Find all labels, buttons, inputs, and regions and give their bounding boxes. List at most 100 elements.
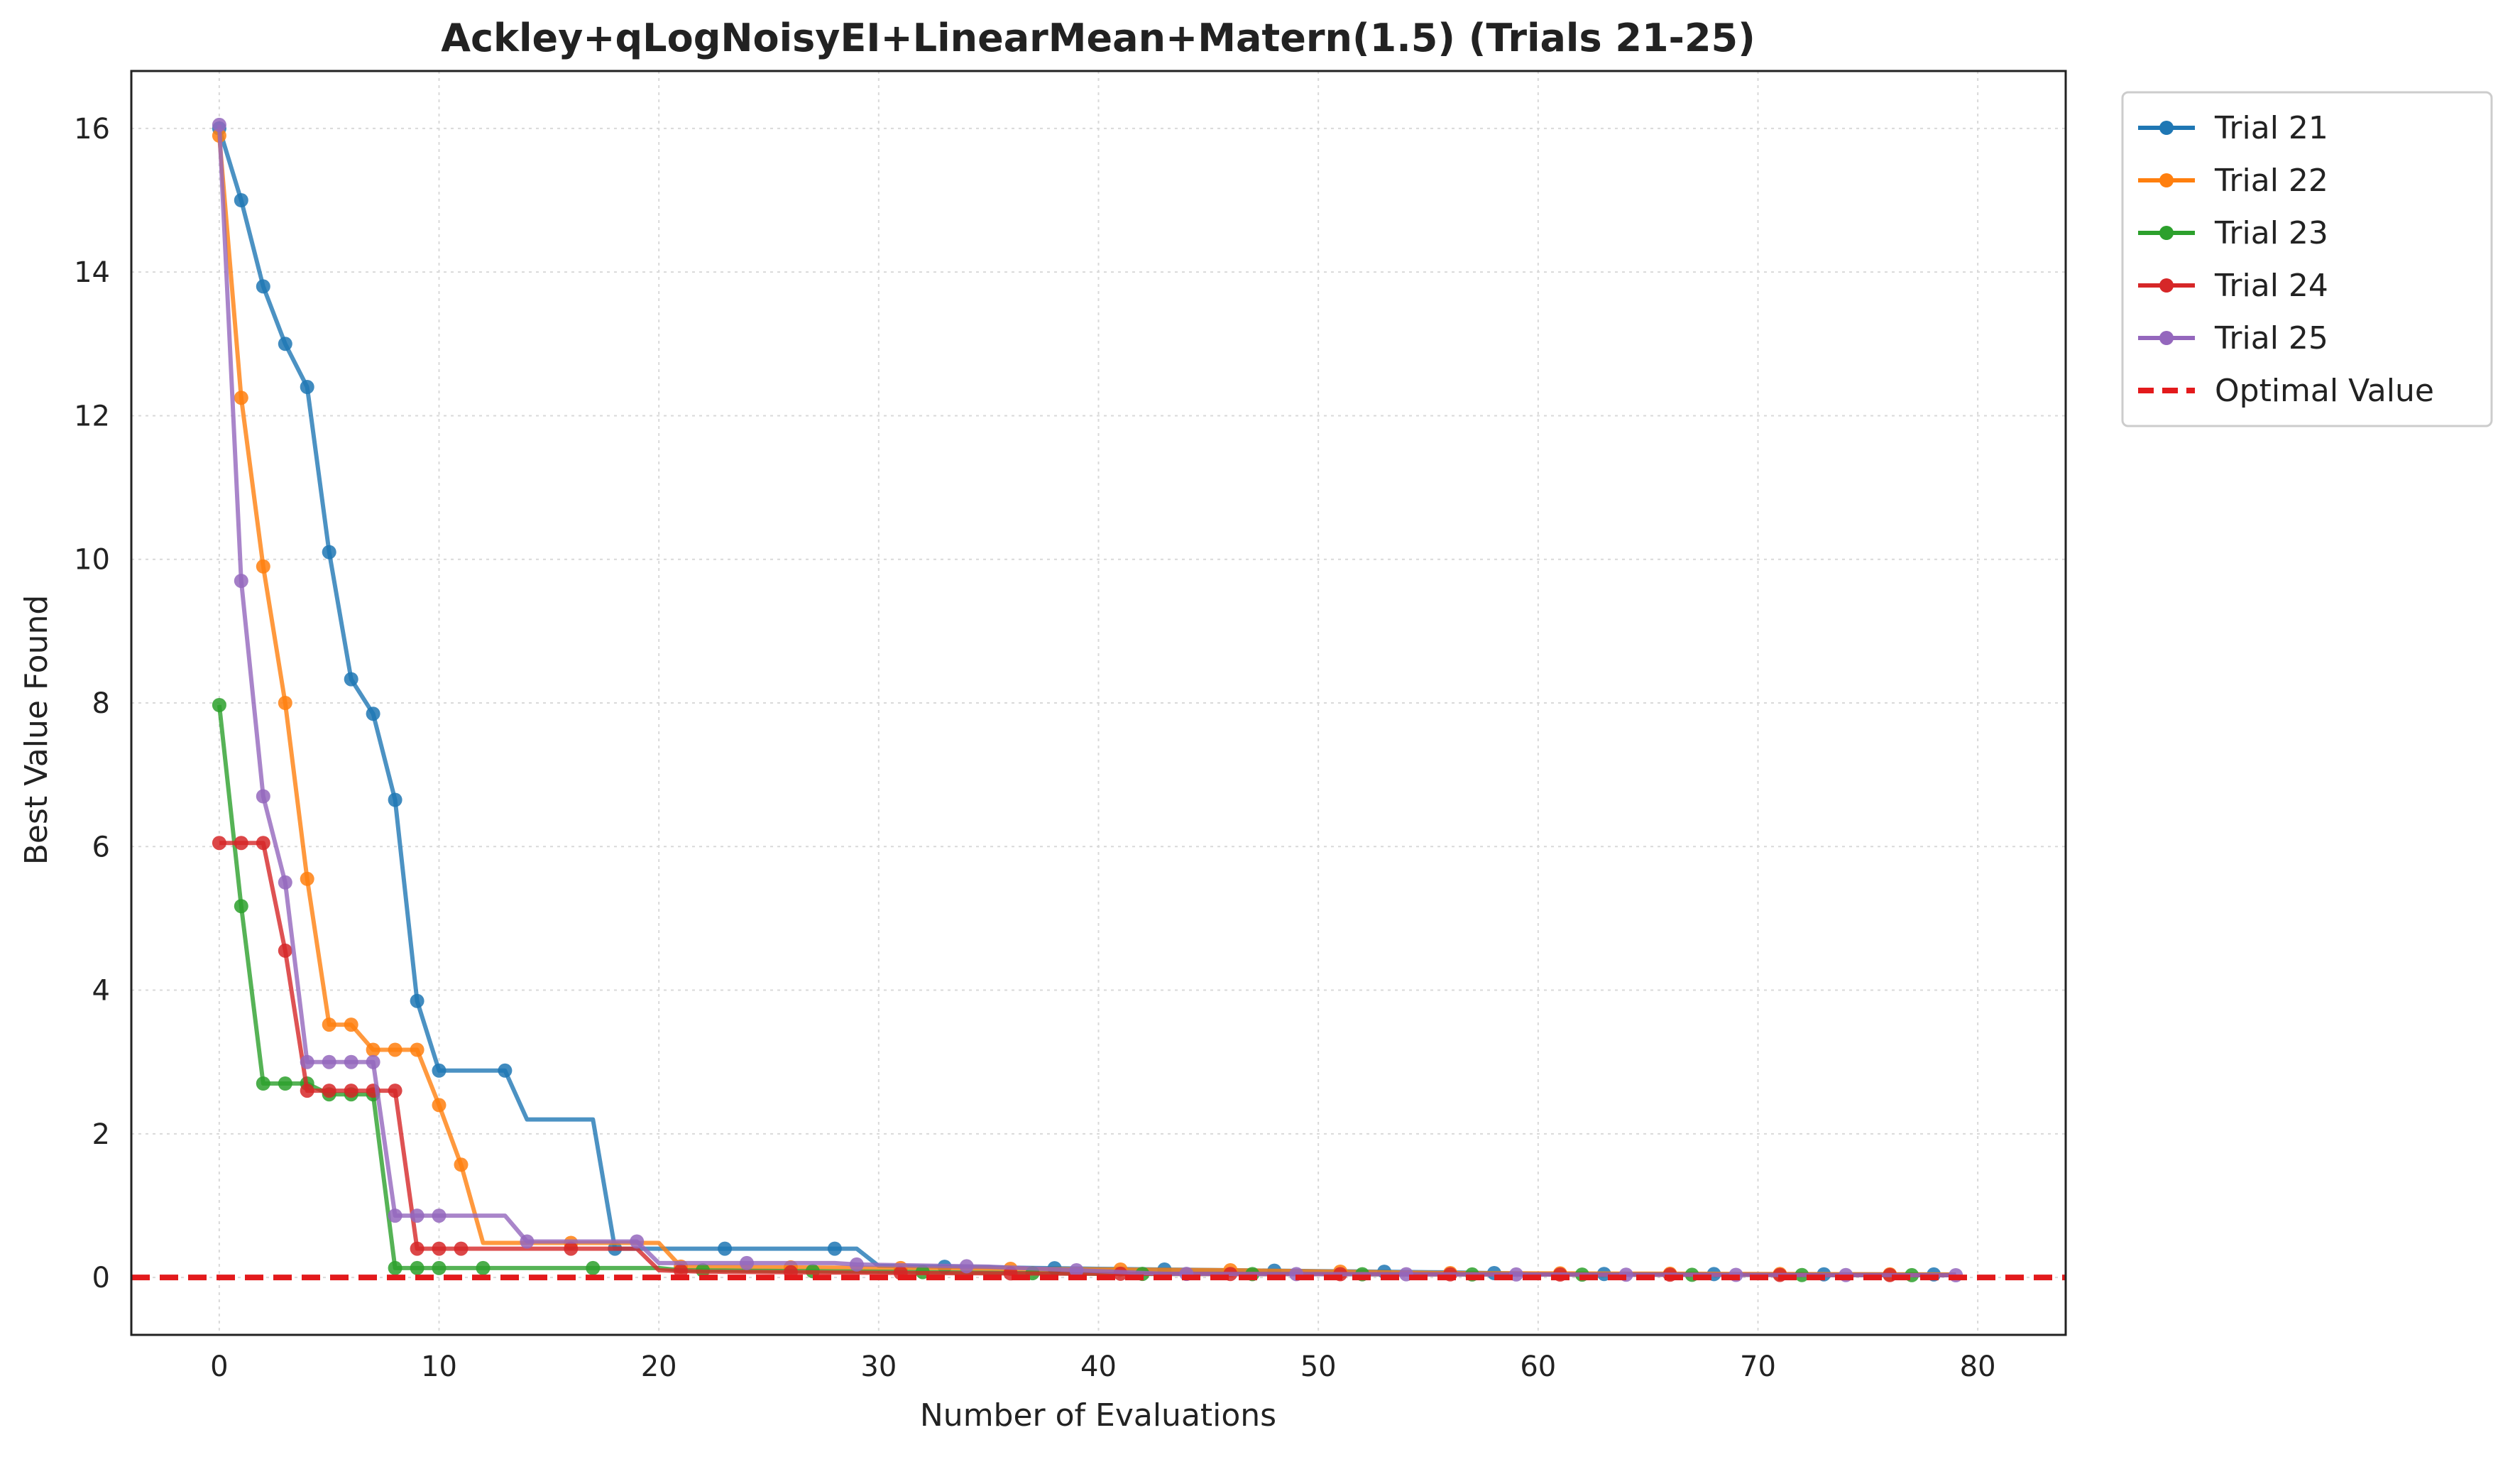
data-point xyxy=(674,1264,689,1278)
data-point xyxy=(718,1241,733,1256)
data-point xyxy=(827,1241,842,1256)
data-point xyxy=(322,545,336,560)
data-point xyxy=(300,380,314,394)
y-tick-label: 6 xyxy=(92,831,110,863)
data-point xyxy=(388,1042,402,1057)
data-point xyxy=(256,789,270,804)
data-point xyxy=(234,836,248,851)
data-point xyxy=(410,993,424,1008)
data-point xyxy=(454,1241,469,1256)
data-point xyxy=(278,1076,292,1091)
data-point xyxy=(344,1017,358,1032)
legend-marker xyxy=(2159,173,2174,187)
legend-label: Trial 21 xyxy=(2214,110,2328,146)
data-point xyxy=(278,943,292,958)
data-point xyxy=(849,1257,864,1272)
x-tick-label: 30 xyxy=(860,1350,897,1383)
x-tick-label: 10 xyxy=(421,1350,457,1383)
data-point xyxy=(410,1241,424,1256)
data-point xyxy=(432,1260,447,1275)
data-point xyxy=(476,1260,491,1275)
data-point xyxy=(366,1054,380,1069)
data-point xyxy=(234,391,248,405)
y-tick-label: 0 xyxy=(92,1262,110,1294)
data-point xyxy=(432,1241,447,1256)
legend-label: Trial 24 xyxy=(2214,268,2328,304)
grid-lines xyxy=(131,71,2066,1335)
data-point xyxy=(432,1063,447,1078)
data-point xyxy=(388,1208,402,1223)
data-point xyxy=(564,1241,579,1256)
data-point xyxy=(344,1054,358,1069)
legend-box xyxy=(2121,91,2493,427)
data-point xyxy=(498,1063,513,1078)
legend-label: Optimal Value xyxy=(2215,373,2434,409)
plot-frame xyxy=(130,70,2067,1336)
legend-item: Trial 22 xyxy=(2138,163,2328,199)
data-point xyxy=(278,337,292,351)
data-point xyxy=(300,871,314,886)
data-point xyxy=(256,279,270,294)
data-point xyxy=(410,1208,424,1223)
legend-item: Trial 23 xyxy=(2138,215,2328,251)
y-axis-label: Best Value Found xyxy=(18,595,55,866)
data-point xyxy=(256,836,270,851)
data-point xyxy=(300,1084,314,1098)
data-point xyxy=(520,1234,535,1249)
x-tick-label: 50 xyxy=(1300,1350,1337,1383)
data-point xyxy=(410,1260,424,1275)
data-point xyxy=(432,1098,447,1113)
legend-marker xyxy=(2159,226,2174,240)
x-tick-label: 80 xyxy=(1960,1350,1996,1383)
data-point xyxy=(586,1260,601,1275)
y-tick-label: 12 xyxy=(74,400,110,432)
x-axis-ticks: 0 10 20 30 40 50 60 70 80 xyxy=(210,1350,1995,1383)
legend-marker xyxy=(2159,121,2174,135)
legend-label: Trial 23 xyxy=(2214,215,2328,251)
x-tick-label: 70 xyxy=(1740,1350,1776,1383)
data-point xyxy=(344,672,358,687)
x-tick-label: 60 xyxy=(1520,1350,1556,1383)
y-axis-ticks: 0 2 4 6 8 10 12 14 16 xyxy=(74,113,110,1294)
data-point xyxy=(740,1255,754,1270)
legend-label: Trial 22 xyxy=(2214,163,2328,199)
data-point xyxy=(959,1259,974,1274)
data-point xyxy=(344,1084,358,1098)
data-point xyxy=(454,1157,469,1172)
x-tick-label: 40 xyxy=(1080,1350,1117,1383)
x-tick-label: 20 xyxy=(641,1350,677,1383)
legend-item: Trial 24 xyxy=(2138,268,2328,304)
data-point xyxy=(432,1208,447,1223)
x-tick-label: 0 xyxy=(210,1350,228,1383)
data-point xyxy=(388,792,402,807)
data-point xyxy=(366,1042,380,1057)
data-point xyxy=(322,1054,336,1069)
y-tick-label: 10 xyxy=(74,544,110,577)
data-point xyxy=(212,698,226,712)
legend-marker xyxy=(2159,278,2174,293)
data-point xyxy=(234,899,248,914)
y-tick-label: 14 xyxy=(74,256,110,289)
legend-label: Trial 25 xyxy=(2214,320,2328,356)
data-point xyxy=(212,117,226,132)
y-tick-label: 2 xyxy=(92,1118,110,1151)
data-point xyxy=(234,193,248,207)
legend-item: Trial 25 xyxy=(2138,320,2328,356)
chart-title: Ackley+qLogNoisyEI+LinearMean+Matern(1.5… xyxy=(441,16,1755,60)
data-point xyxy=(388,1260,402,1275)
data-point xyxy=(1069,1263,1084,1277)
data-point xyxy=(366,706,380,721)
data-point xyxy=(410,1042,424,1057)
data-point xyxy=(234,574,248,589)
data-point xyxy=(322,1084,336,1098)
x-axis-label: Number of Evaluations xyxy=(920,1397,1276,1434)
y-tick-label: 8 xyxy=(92,687,110,720)
legend-marker xyxy=(2159,331,2174,345)
legend-item-optimal: Optimal Value xyxy=(2138,373,2434,409)
y-tick-label: 16 xyxy=(74,113,110,146)
data-point xyxy=(388,1084,402,1098)
data-point xyxy=(300,1054,314,1069)
data-point xyxy=(278,696,292,710)
data-point xyxy=(630,1234,645,1249)
